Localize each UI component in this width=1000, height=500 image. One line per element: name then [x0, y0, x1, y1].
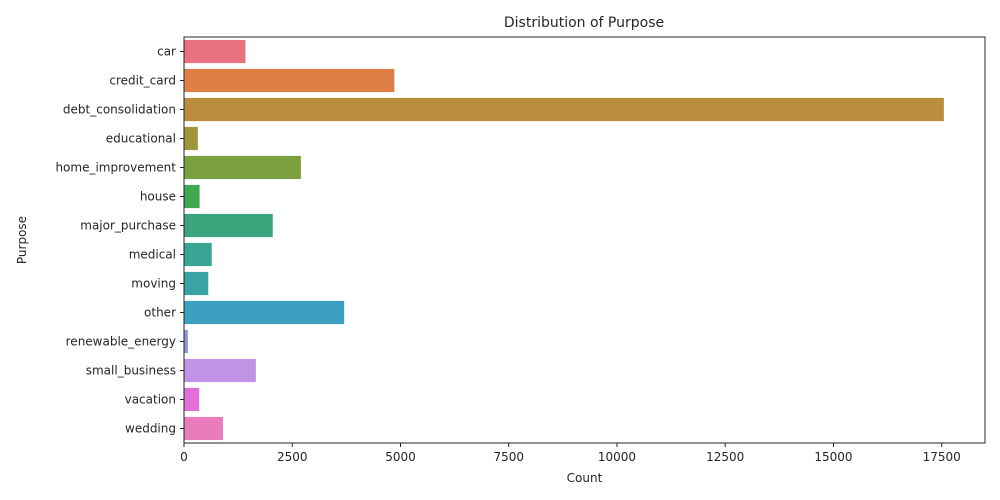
- y-tick-group: car credit_card debt_consolidation educatio…: [55, 45, 184, 436]
- bar-renewable-energy: [184, 329, 188, 354]
- bar-debt-consolidation: [184, 97, 944, 122]
- bar-credit-card: [184, 68, 395, 93]
- y-tick-label: vacation: [125, 393, 176, 407]
- x-tick-label: 5000: [385, 450, 416, 464]
- bar-wedding: [184, 416, 223, 441]
- bar-car: [184, 39, 246, 64]
- bar-major-purchase: [184, 213, 273, 238]
- x-tick-label: 17500: [923, 450, 961, 464]
- x-tick-label: 10000: [598, 450, 636, 464]
- y-tick-label: renewable_energy: [66, 335, 176, 349]
- y-tick-label: house: [140, 190, 176, 204]
- chart-title: Distribution of Purpose: [504, 15, 664, 31]
- x-axis-label: Count: [567, 471, 603, 485]
- y-tick-label: wedding: [125, 422, 176, 436]
- plot-frame: [183, 36, 986, 444]
- x-tick-label: 12500: [706, 450, 744, 464]
- x-tick-label: 7500: [493, 450, 524, 464]
- bars-group: [184, 39, 944, 441]
- x-tick-group: 0 2500 5000 7500 10000 12500 15000 17500: [180, 443, 961, 464]
- y-tick-label: moving: [131, 277, 176, 291]
- bar-educational: [184, 126, 198, 151]
- x-tick-label: 2500: [277, 450, 308, 464]
- y-tick-label: other: [144, 306, 176, 320]
- bar-house: [184, 184, 200, 209]
- bar-moving: [184, 271, 209, 296]
- x-tick-label: 0: [180, 450, 188, 464]
- bar-other: [184, 300, 345, 325]
- y-tick-label: car: [157, 45, 176, 59]
- x-tick-label: 15000: [814, 450, 852, 464]
- bar-home-improvement: [184, 155, 301, 180]
- y-tick-label: credit_card: [109, 74, 176, 88]
- bar-medical: [184, 242, 212, 267]
- y-tick-label: major_purchase: [80, 219, 176, 233]
- y-tick-label: medical: [129, 248, 176, 262]
- y-tick-label: educational: [106, 132, 176, 146]
- y-tick-label: home_improvement: [55, 161, 176, 175]
- y-axis-label: Purpose: [15, 216, 29, 264]
- y-tick-label: small_business: [86, 364, 176, 378]
- bar-small-business: [184, 358, 256, 383]
- bar-vacation: [184, 387, 200, 412]
- y-tick-label: debt_consolidation: [63, 103, 176, 117]
